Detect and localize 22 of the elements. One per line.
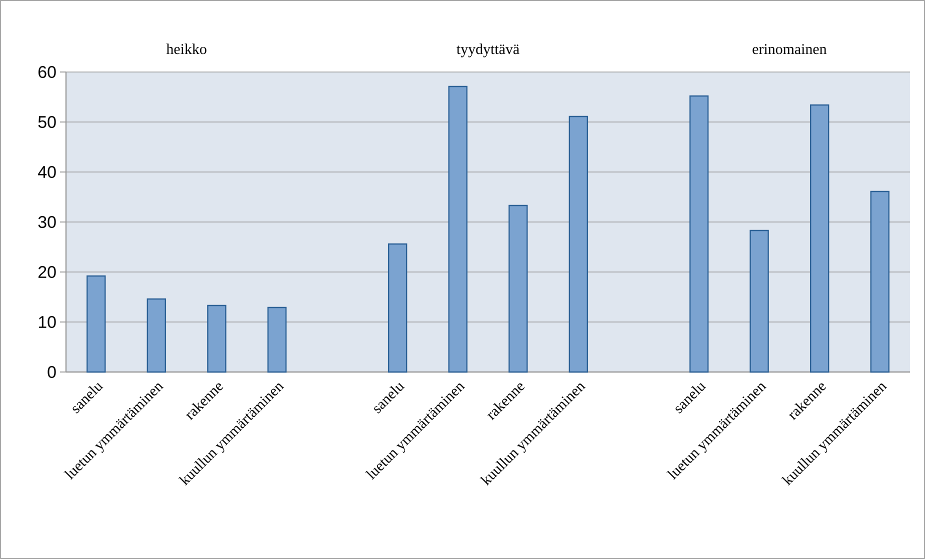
y-tick-label: 60 [38,66,56,78]
y-tick-label: 50 [38,116,56,128]
bar [689,95,709,373]
bar [750,230,769,373]
y-tick-label: 30 [38,216,56,228]
bar [267,306,287,373]
bar [146,298,166,373]
text: heikko [166,44,206,54]
bar [810,104,830,373]
text: erinomainen [752,44,827,54]
bar [388,243,408,373]
y-tick-label: 40 [38,166,56,178]
bar [207,304,226,373]
bar [448,86,468,373]
bar [86,275,106,373]
bar [508,204,528,373]
y-tick-label: 10 [38,316,56,328]
y-tick-label: 20 [38,266,56,278]
text: tyydyttävä [456,44,520,58]
bar [870,190,890,373]
y-tick-label: 0 [48,366,56,378]
bar [568,116,588,373]
